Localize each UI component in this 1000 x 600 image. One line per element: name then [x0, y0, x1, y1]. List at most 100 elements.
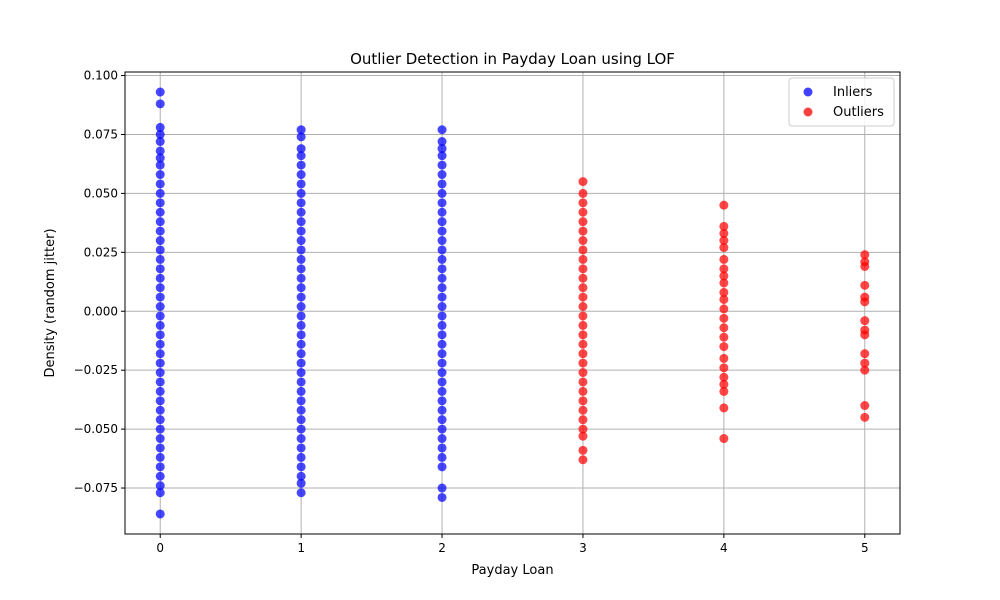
x-tick-label: 4	[720, 541, 728, 555]
data-point-inliers	[437, 273, 447, 283]
data-point-inliers	[437, 415, 447, 425]
data-point-outliers	[719, 323, 729, 333]
data-point-outliers	[719, 228, 729, 238]
data-point-inliers	[155, 443, 165, 453]
data-point-inliers	[155, 217, 165, 227]
y-tick-label: 0.025	[84, 245, 118, 259]
x-tick-label: 3	[579, 541, 587, 555]
data-point-outliers	[860, 349, 870, 359]
data-point-inliers	[296, 151, 306, 161]
data-point-inliers	[296, 264, 306, 274]
data-point-outliers	[578, 386, 588, 396]
data-point-inliers	[437, 405, 447, 415]
data-point-inliers	[296, 434, 306, 444]
data-point-outliers	[578, 217, 588, 227]
data-point-inliers	[437, 330, 447, 340]
data-point-inliers	[155, 415, 165, 425]
data-point-outliers	[578, 424, 588, 434]
data-point-outliers	[578, 226, 588, 236]
data-point-inliers	[155, 99, 165, 109]
data-point-outliers	[719, 294, 729, 304]
data-point-inliers	[155, 87, 165, 97]
data-point-inliers	[155, 170, 165, 180]
data-point-inliers	[437, 179, 447, 189]
data-point-outliers	[578, 396, 588, 406]
y-tick-label: 0.100	[84, 69, 118, 83]
x-tick-label: 0	[156, 541, 164, 555]
data-point-outliers	[578, 198, 588, 208]
data-point-outliers	[578, 236, 588, 246]
data-point-outliers	[578, 377, 588, 387]
data-point-inliers	[296, 207, 306, 217]
data-point-outliers	[578, 311, 588, 321]
data-point-inliers	[155, 424, 165, 434]
data-point-inliers	[155, 481, 165, 491]
data-point-outliers	[860, 297, 870, 307]
data-point-outliers	[719, 372, 729, 382]
data-point-inliers	[437, 151, 447, 161]
data-point-outliers	[578, 207, 588, 217]
data-point-inliers	[437, 207, 447, 217]
data-point-inliers	[155, 179, 165, 189]
data-point-inliers	[437, 396, 447, 406]
data-point-inliers	[296, 415, 306, 425]
data-point-outliers	[578, 405, 588, 415]
y-tick-label: 0.000	[84, 304, 118, 318]
legend: Inliers Outliers	[788, 77, 895, 127]
data-point-outliers	[860, 316, 870, 326]
data-point-inliers	[155, 462, 165, 472]
data-point-outliers	[578, 188, 588, 198]
data-point-inliers	[437, 226, 447, 236]
data-point-inliers	[437, 160, 447, 170]
data-point-outliers	[719, 379, 729, 389]
data-point-inliers	[437, 254, 447, 264]
data-point-inliers	[296, 424, 306, 434]
data-point-outliers	[719, 342, 729, 352]
data-point-outliers	[578, 254, 588, 264]
data-point-outliers	[578, 264, 588, 274]
y-tick-label: −0.050	[74, 422, 118, 436]
data-point-inliers	[437, 311, 447, 321]
axis-layer: 0 1 2 3 4 5 −0.075 −0.050 −0.025 0.000 0.025 0.050 0…	[74, 69, 869, 555]
data-point-outliers	[719, 236, 729, 246]
data-point-outliers	[578, 415, 588, 425]
data-point-outliers	[719, 353, 729, 363]
data-point-inliers	[437, 339, 447, 349]
data-point-outliers	[719, 243, 729, 253]
data-point-outliers	[719, 271, 729, 281]
data-point-inliers	[296, 245, 306, 255]
y-tick-label: 0.050	[84, 186, 118, 200]
data-point-outliers	[578, 330, 588, 340]
plot-frame	[124, 71, 901, 535]
data-point-inliers	[155, 153, 165, 163]
data-point-inliers	[155, 311, 165, 321]
data-point-inliers	[155, 471, 165, 481]
data-point-inliers	[437, 217, 447, 227]
data-point-inliers	[155, 320, 165, 330]
data-point-inliers	[296, 358, 306, 368]
data-point-outliers	[719, 434, 729, 444]
data-point-outliers	[860, 412, 870, 422]
data-point-inliers	[296, 283, 306, 293]
data-point-inliers	[437, 377, 447, 387]
data-point-outliers	[860, 365, 870, 375]
data-point-inliers	[437, 434, 447, 444]
data-point-inliers	[155, 160, 165, 170]
data-point-inliers	[296, 320, 306, 330]
data-point-inliers	[155, 129, 165, 139]
data-point-outliers	[578, 302, 588, 312]
data-point-outliers	[860, 330, 870, 340]
data-point-outliers	[578, 349, 588, 359]
data-point-inliers	[296, 254, 306, 264]
legend-marker-outliers	[803, 107, 813, 117]
data-point-inliers	[155, 188, 165, 198]
data-point-outliers	[578, 431, 588, 441]
data-point-inliers	[296, 386, 306, 396]
data-point-inliers	[437, 358, 447, 368]
data-point-inliers	[296, 478, 306, 488]
data-point-outliers	[719, 254, 729, 264]
data-point-outliers	[719, 287, 729, 297]
data-point-outliers	[578, 339, 588, 349]
data-point-inliers	[155, 122, 165, 132]
